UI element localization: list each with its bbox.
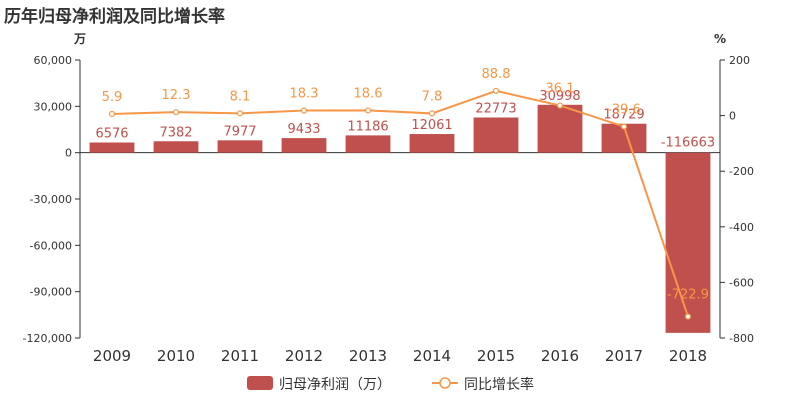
y-right-tick-label: 200 <box>729 54 750 67</box>
bar-data-label: 9433 <box>287 122 320 137</box>
y-left-tick-label: -60,000 <box>30 239 72 252</box>
growth-rate-data-label: 36.1 <box>546 82 575 97</box>
bar-data-label: 6576 <box>95 127 128 142</box>
y-right-tick-label: -600 <box>729 276 754 289</box>
y-left-tick-label: -90,000 <box>30 286 72 299</box>
bar-2014 <box>409 134 455 153</box>
bar-data-label: 30998 <box>539 89 580 104</box>
x-tick-label: 2017 <box>605 347 643 365</box>
growth-rate-data-label: 12.3 <box>162 88 191 103</box>
y-left-unit-label: 万 <box>73 32 86 46</box>
bar-data-label: 11186 <box>347 119 388 134</box>
growth-rate-data-label: 8.1 <box>230 89 251 104</box>
legend-bar-label: 归母净利润（万） <box>279 376 391 393</box>
growth-rate-data-label: 7.8 <box>422 89 443 104</box>
y-right-tick-label: -200 <box>729 165 754 178</box>
growth-rate-data-label: -39.6 <box>607 103 641 118</box>
growth-rate-point-2010 <box>172 109 180 116</box>
bar-data-label: 18729 <box>603 108 644 123</box>
bar-2015 <box>473 117 519 153</box>
growth-rate-point-2012 <box>300 107 308 114</box>
legend-line-label: 同比增长率 <box>464 376 534 393</box>
y-left-tick-label: 0 <box>65 147 72 160</box>
bar-2013 <box>345 135 391 153</box>
growth-rate-data-label: 88.8 <box>482 67 511 82</box>
bar-data-label: 7977 <box>223 124 256 139</box>
bar-data-label: -116663 <box>661 136 715 151</box>
growth-rate-data-label: 18.6 <box>354 86 383 101</box>
y-left-tick-label: -120,000 <box>23 332 72 345</box>
bar-2012 <box>281 138 327 153</box>
bar-2010 <box>153 141 199 153</box>
growth-rate-line <box>111 89 689 317</box>
bar-2018 <box>665 152 711 333</box>
legend-line-marker <box>439 377 451 389</box>
growth-rate-data-label: 18.3 <box>290 87 319 102</box>
bar-data-label: 22773 <box>475 101 516 116</box>
x-tick-label: 2011 <box>221 347 259 365</box>
bar-2009 <box>89 142 135 153</box>
x-tick-label: 2013 <box>349 347 387 365</box>
growth-rate-point-2013 <box>364 107 372 114</box>
x-tick-label: 2009 <box>93 347 131 365</box>
x-tick-label: 2014 <box>413 347 451 365</box>
growth-rate-point-2011 <box>236 110 244 117</box>
y-right-tick-label: -800 <box>729 332 754 345</box>
x-tick-label: 2015 <box>477 347 515 365</box>
growth-rate-point-2016 <box>556 102 564 109</box>
x-tick-label: 2018 <box>669 347 707 365</box>
x-tick-label: 2016 <box>541 347 579 365</box>
bar-2011 <box>217 140 263 153</box>
growth-rate-point-2017 <box>620 123 628 130</box>
y-right-unit-label: % <box>714 32 726 46</box>
y-right-tick-label: 0 <box>729 110 736 123</box>
growth-rate-point-2009 <box>108 110 116 118</box>
growth-rate-data-label: -722.9 <box>667 288 709 303</box>
bar-data-label: 12061 <box>411 118 452 133</box>
chart-title: 历年归母净利润及同比增长率 <box>4 7 225 27</box>
y-right-tick-label: -400 <box>729 221 754 234</box>
growth-rate-point-2014 <box>428 110 436 117</box>
growth-rate-point-2015 <box>492 87 500 95</box>
growth-rate-data-label: 5.9 <box>102 90 123 105</box>
y-left-tick-label: 60,000 <box>34 54 73 67</box>
bar-2016 <box>537 104 583 153</box>
y-left-tick-label: 30,000 <box>34 100 73 113</box>
y-left-tick-label: -30,000 <box>30 193 72 206</box>
legend-bar-swatch <box>247 376 273 390</box>
bar-data-label: 7382 <box>159 125 192 140</box>
growth-rate-point-2018 <box>684 313 692 320</box>
x-tick-label: 2012 <box>285 347 323 365</box>
x-tick-label: 2010 <box>157 347 195 365</box>
